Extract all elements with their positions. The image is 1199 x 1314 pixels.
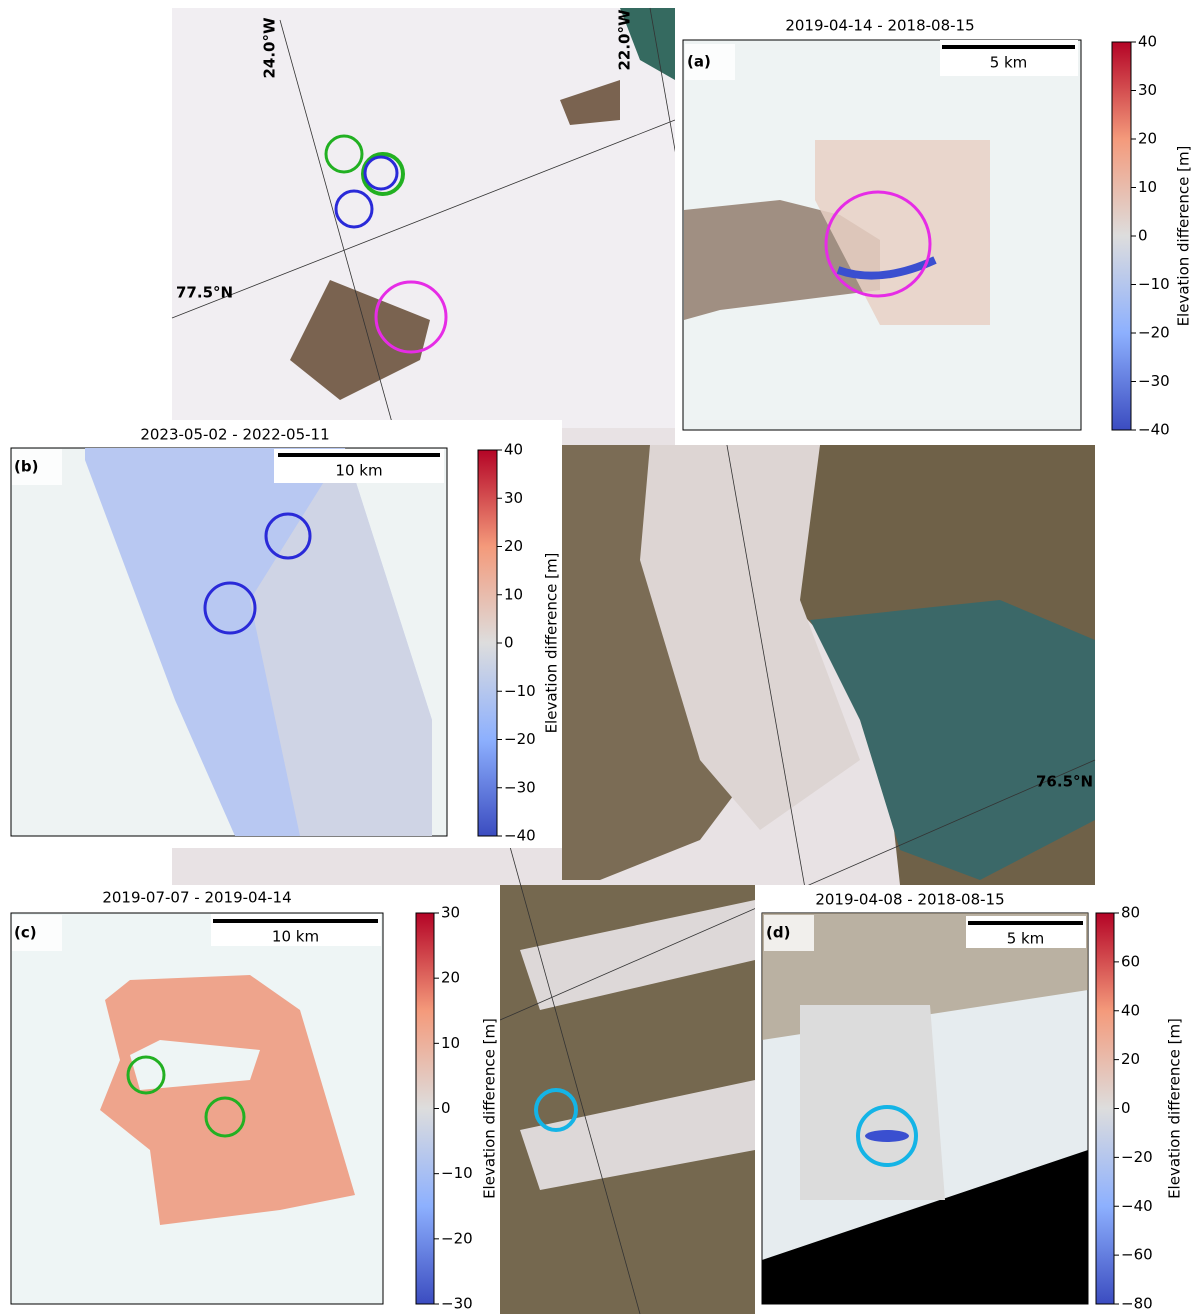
- colorbar-tick-label: −20: [441, 1229, 473, 1247]
- colorbar-tick-label: −30: [504, 778, 536, 796]
- colorbar-tick-label: 30: [504, 489, 523, 507]
- colorbar-tick-label: −20: [1121, 1148, 1153, 1166]
- panel-c-image: [11, 913, 383, 1304]
- colorbar-tick-label: 20: [1138, 130, 1157, 148]
- colorbar-tick-label: −30: [441, 1295, 473, 1313]
- colorbar-tick-label: 40: [1138, 33, 1157, 51]
- graticule-label: 77.5°N: [176, 284, 233, 302]
- panel-d-image: [762, 913, 1088, 1304]
- panel-title: 2019-04-08 - 2018-08-15: [815, 891, 1004, 909]
- colorbar: [1112, 42, 1131, 430]
- scale-bar-label: 10 km: [272, 928, 319, 946]
- colorbar-tick-label: 10: [504, 585, 523, 603]
- colorbar: [478, 450, 497, 836]
- colorbar-tick-label: −10: [441, 1164, 473, 1182]
- colorbar-label: Elevation difference [m]: [1166, 1018, 1184, 1199]
- scale-bar-label: 5 km: [1007, 930, 1045, 948]
- colorbar-tick-label: 10: [441, 1034, 460, 1052]
- graticule-label: 76.5°N: [1036, 773, 1093, 791]
- colorbar-tick-label: −40: [504, 827, 536, 845]
- panel-b-image: [11, 448, 447, 836]
- colorbar-label: Elevation difference [m]: [1175, 146, 1193, 327]
- colorbar-tick-label: 10: [1138, 178, 1157, 196]
- colorbar-tick-label: 0: [1121, 1099, 1131, 1117]
- panel-title: 2023-05-02 - 2022-05-11: [140, 426, 329, 444]
- colorbar-tick-label: −40: [1138, 421, 1170, 439]
- colorbar-tick-label: 40: [504, 441, 523, 459]
- colorbar-tick-label: −80: [1121, 1295, 1153, 1313]
- colorbar-tick-label: −60: [1121, 1246, 1153, 1264]
- colorbar-tick-label: 0: [441, 1099, 451, 1117]
- colorbar-tick-label: −20: [504, 730, 536, 748]
- panel-label: (b): [14, 458, 38, 476]
- colorbar-label: Elevation difference [m]: [543, 553, 561, 734]
- panel-label: (c): [14, 924, 37, 942]
- scale-bar-label: 5 km: [990, 54, 1028, 72]
- colorbar-tick-label: −10: [504, 682, 536, 700]
- colorbar-tick-label: 20: [441, 969, 460, 987]
- colorbar-tick-label: 30: [1138, 81, 1157, 99]
- colorbar-label: Elevation difference [m]: [481, 1018, 499, 1199]
- colorbar-tick-label: 40: [1121, 1001, 1140, 1019]
- colorbar-tick-label: 80: [1121, 904, 1140, 922]
- graticule-label: 22.0°W: [616, 9, 634, 71]
- panel-label: (a): [687, 53, 711, 71]
- graticule-label: 24.0°W: [261, 17, 279, 79]
- colorbar-tick-label: 20: [1121, 1050, 1140, 1068]
- scale-bar-label: 10 km: [335, 462, 382, 480]
- figure: 24.0°W 22.0°W 77.5°N 76.5°N 2019-04-14 -…: [0, 0, 1199, 1314]
- colorbar: [1096, 913, 1114, 1304]
- panel-label: (d): [766, 924, 790, 942]
- colorbar-tick-label: 0: [1138, 227, 1148, 245]
- colorbar-tick-label: 20: [504, 537, 523, 555]
- panel-title: 2019-07-07 - 2019-04-14: [102, 889, 291, 907]
- colorbar-tick-label: −30: [1138, 372, 1170, 390]
- panel-a-image: [683, 40, 1081, 430]
- colorbar-tick-label: −20: [1138, 324, 1170, 342]
- colorbar-tick-label: 30: [441, 904, 460, 922]
- colorbar: [416, 913, 434, 1304]
- colorbar-tick-label: −10: [1138, 275, 1170, 293]
- panel-title: 2019-04-14 - 2018-08-15: [785, 17, 974, 35]
- colorbar-tick-label: 0: [504, 634, 514, 652]
- colorbar-tick-label: −40: [1121, 1197, 1153, 1215]
- colorbar-tick-label: 60: [1121, 952, 1140, 970]
